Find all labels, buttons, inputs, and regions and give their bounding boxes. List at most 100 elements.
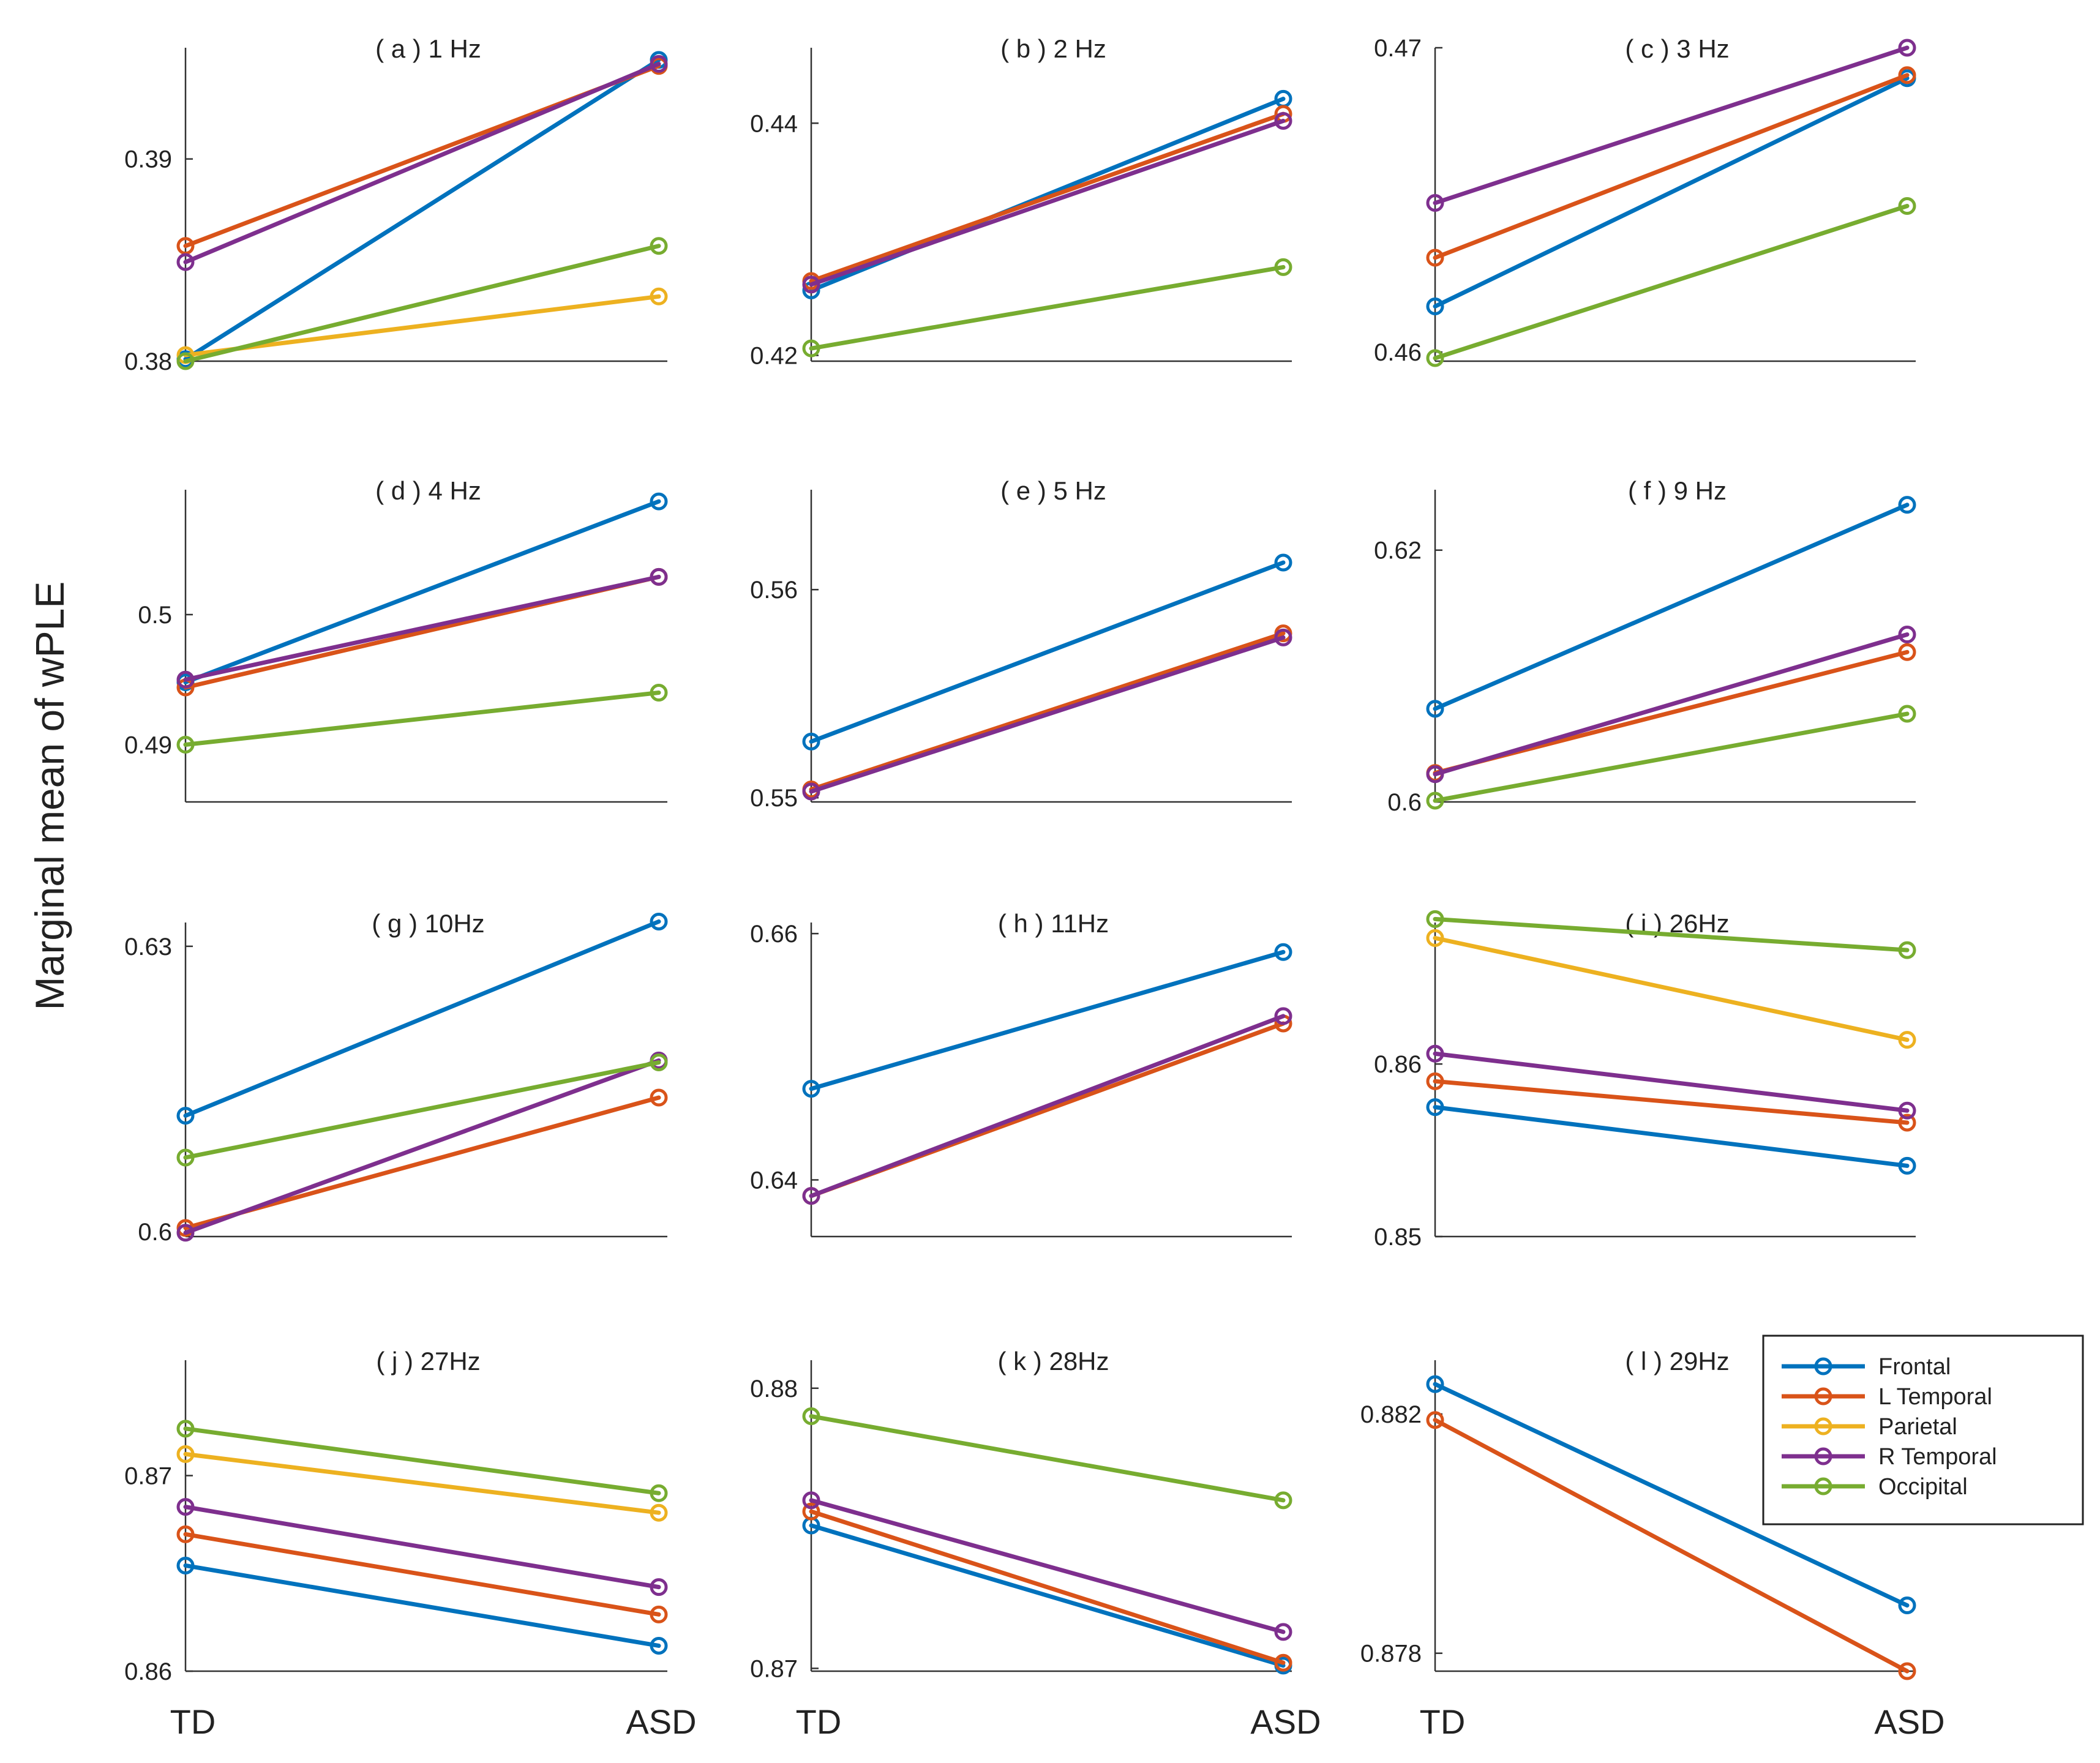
data-point — [1274, 1491, 1292, 1510]
series-line — [809, 1509, 1286, 1665]
data-point — [650, 567, 668, 586]
series-line — [183, 1532, 661, 1617]
series-line — [183, 1563, 661, 1648]
y-tick-label: 0.878 — [1360, 1641, 1422, 1668]
panel-c: ( c ) 3 Hz 0.46 0.47 — [1374, 34, 1916, 367]
series-line — [1433, 1105, 1910, 1168]
panel-title: ( g ) 10Hz — [372, 909, 484, 938]
panel-a: ( a ) 1 Hz 0.38 0.39 — [124, 34, 668, 375]
data-point — [1426, 765, 1444, 784]
series-r-temporal — [1426, 39, 1916, 212]
data-point — [1898, 1596, 1916, 1615]
legend-label: Occipital — [1878, 1474, 1968, 1500]
y-tick-label: 0.87 — [750, 1655, 798, 1682]
data-point — [1898, 643, 1916, 661]
series-frontal — [1426, 69, 1916, 316]
legend-entry: R Temporal — [1782, 1444, 1997, 1470]
data-point — [1898, 1101, 1916, 1120]
data-point — [650, 912, 668, 930]
series-line — [183, 1426, 661, 1495]
data-point — [1426, 298, 1444, 316]
data-point — [1898, 197, 1916, 215]
legend-marker — [1814, 1417, 1832, 1435]
panel-title: ( j ) 27Hz — [376, 1347, 480, 1376]
group-label-asd: ASD — [1874, 1702, 1944, 1741]
panel-d: ( d ) 4 Hz 0.49 0.5 — [124, 476, 668, 803]
data-point — [1274, 943, 1292, 961]
data-point — [802, 1502, 820, 1521]
group-label-asd: ASD — [626, 1702, 696, 1741]
series-line — [183, 1505, 661, 1590]
series-line — [809, 111, 1286, 283]
y-tick-label: 0.6 — [1387, 789, 1422, 816]
data-point — [176, 1525, 195, 1543]
data-point — [176, 1107, 195, 1125]
data-point — [1274, 1653, 1292, 1672]
data-point — [1426, 1072, 1444, 1090]
series-occipital — [1426, 705, 1916, 810]
data-point — [176, 253, 195, 271]
data-point — [802, 782, 820, 801]
series-r-temporal — [802, 628, 1292, 801]
series-occipital — [176, 237, 668, 370]
panel-title: ( k ) 28Hz — [997, 1347, 1109, 1376]
series-line — [183, 691, 661, 747]
y-tick-label: 0.38 — [124, 348, 172, 375]
series-l-temporal — [176, 57, 668, 255]
data-point — [176, 1420, 195, 1438]
series-line — [183, 1060, 661, 1160]
data-point — [1426, 1098, 1444, 1117]
data-point — [1426, 249, 1444, 267]
series-l-temporal — [802, 1502, 1292, 1672]
y-tick-label: 0.46 — [1374, 339, 1422, 366]
data-point — [176, 1445, 195, 1463]
data-point — [1898, 1114, 1916, 1132]
data-point — [1274, 1623, 1292, 1641]
series-frontal — [802, 1516, 1292, 1675]
y-tick-label: 0.62 — [1374, 537, 1422, 564]
y-tick-label: 0.86 — [124, 1658, 172, 1685]
legend-entry: Parietal — [1782, 1414, 1957, 1440]
data-point — [802, 1491, 820, 1510]
series-occipital — [1426, 910, 1916, 959]
legend-entry: Occipital — [1782, 1474, 1968, 1500]
data-point — [1274, 553, 1292, 572]
data-point — [1274, 111, 1292, 130]
data-point — [1426, 700, 1444, 718]
series-line — [1433, 916, 1910, 953]
series-parietal — [1426, 929, 1916, 1049]
series-line — [809, 631, 1286, 792]
data-point — [1898, 496, 1916, 514]
panel-h: ( h ) 11Hz 0.64 0.66 — [750, 909, 1292, 1238]
legend-marker — [1814, 1387, 1832, 1406]
panel-title: ( b ) 2 Hz — [1000, 34, 1106, 63]
series-line — [183, 1451, 661, 1515]
panel-title: ( d ) 4 Hz — [375, 476, 481, 505]
series-line — [1433, 711, 1910, 803]
data-point — [1426, 1375, 1444, 1393]
data-point — [1274, 628, 1292, 646]
panel-g: ( g ) 10Hz 0.6 0.63 — [124, 909, 668, 1246]
data-point — [650, 1605, 668, 1623]
legend-entry: L Temporal — [1782, 1384, 1992, 1410]
series-line — [1433, 935, 1910, 1042]
data-point — [1898, 1031, 1916, 1049]
series-r-temporal — [176, 54, 668, 271]
legend-label: R Temporal — [1878, 1444, 1997, 1470]
series-line — [809, 1523, 1286, 1668]
legend-label: Frontal — [1878, 1354, 1951, 1380]
series-line — [1433, 632, 1910, 777]
panels: ( a ) 1 Hz 0.38 0.39 ( b ) 2 Hz 0.42 0.44 ( c … — [124, 34, 1916, 1685]
series-frontal — [176, 51, 668, 369]
data-point — [802, 1080, 820, 1098]
series-line — [1433, 1382, 1910, 1608]
data-point — [1426, 194, 1444, 212]
series-frontal — [802, 89, 1292, 299]
series-line — [809, 1414, 1286, 1503]
data-point — [1898, 66, 1916, 84]
data-point — [1898, 941, 1916, 959]
panel-title: ( a ) 1 Hz — [375, 34, 481, 63]
y-tick-label: 0.88 — [750, 1376, 798, 1402]
data-point — [1426, 349, 1444, 367]
